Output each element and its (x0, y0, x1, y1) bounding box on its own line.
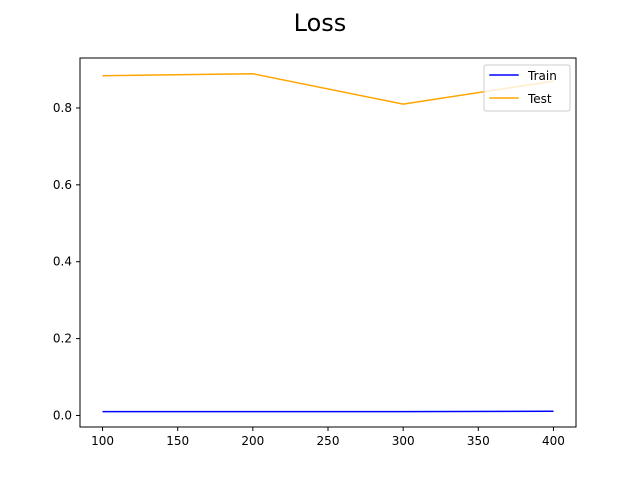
y-tick-label: 0.0 (53, 408, 72, 422)
x-axis: 100 150 200 250 300 350 400 (91, 427, 565, 448)
x-tick-label: 300 (392, 434, 415, 448)
series-layer (102, 73, 554, 413)
legend: Train Test (483, 64, 571, 112)
x-tick-label: 200 (241, 434, 264, 448)
x-tick-label: 100 (91, 434, 114, 448)
series-line-test (102, 73, 554, 105)
y-axis: 0.0 0.2 0.4 0.6 0.8 (53, 101, 80, 422)
x-tick-label: 350 (467, 434, 490, 448)
legend-box (483, 64, 571, 112)
y-tick-label: 0.8 (53, 101, 72, 115)
legend-label-train: Train (527, 69, 557, 83)
y-tick-label: 0.2 (53, 332, 72, 346)
chart-title: Loss (294, 9, 347, 37)
x-tick-label: 250 (317, 434, 340, 448)
x-tick-label: 150 (166, 434, 189, 448)
y-tick-label: 0.4 (53, 255, 72, 269)
x-tick-label: 400 (542, 434, 565, 448)
legend-label-test: Test (527, 92, 552, 106)
plot-frame (79, 57, 577, 428)
y-tick-label: 0.6 (53, 178, 72, 192)
